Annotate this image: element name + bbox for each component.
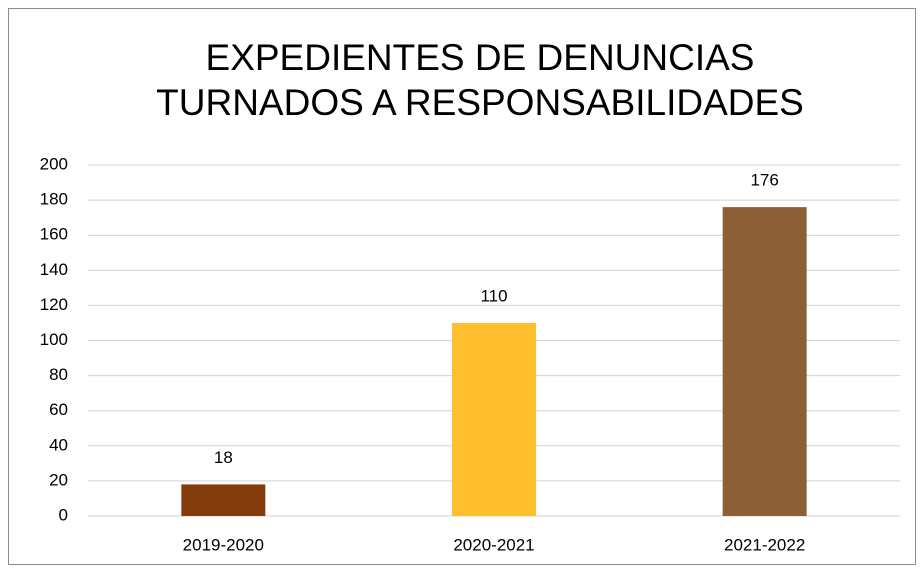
data-label: 176: [750, 171, 778, 190]
x-tick-label: 2020-2021: [453, 535, 534, 554]
data-label: 110: [480, 286, 507, 305]
y-tick-label: 120: [40, 295, 68, 314]
bar: [181, 484, 266, 516]
y-tick-label: 160: [40, 225, 68, 244]
bar: [452, 322, 536, 516]
x-tick-label: 2019-2020: [183, 535, 264, 554]
y-tick-label: 40: [49, 435, 68, 454]
y-tick-label: 80: [49, 365, 68, 384]
y-tick-label: 20: [49, 470, 68, 489]
data-label: 18: [214, 448, 233, 467]
y-tick-label: 100: [40, 330, 68, 349]
chart-title: EXPEDIENTES DE DENUNCIAS: [206, 37, 755, 78]
y-tick-label: 200: [40, 154, 68, 173]
y-tick-label: 180: [40, 190, 68, 209]
bar: [722, 207, 807, 516]
chart-title: TURNADOS A RESPONSABILIDADES: [156, 82, 804, 123]
y-tick-label: 140: [40, 260, 68, 279]
y-tick-label: 0: [59, 505, 68, 524]
x-tick-label: 2021-2022: [724, 535, 805, 554]
y-tick-label: 60: [49, 400, 68, 419]
